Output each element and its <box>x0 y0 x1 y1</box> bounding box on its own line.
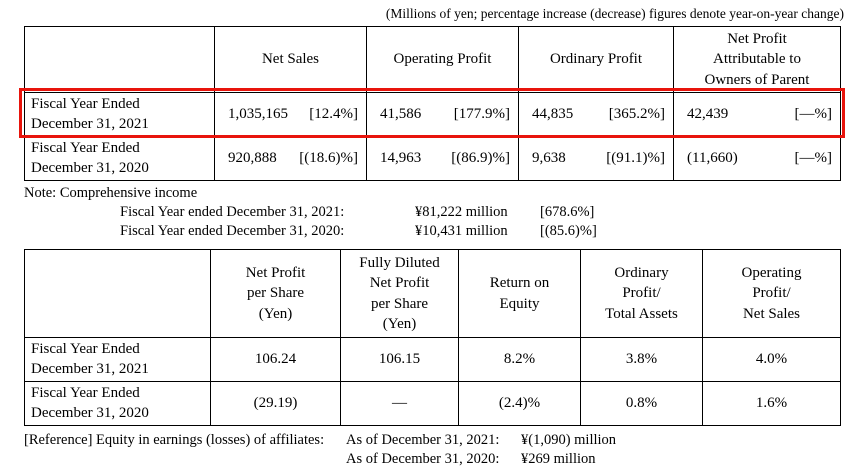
reference-2020-asof: As of December 31, 2020: <box>346 451 500 467</box>
value-pct-pair: 42,439 [—%] <box>674 106 840 123</box>
fy2021-eps: 106.24 <box>210 337 341 382</box>
comprehensive-income-note: Note: Comprehensive income Fiscal Year e… <box>24 184 854 241</box>
fy2020-operating-margin: 1.6% <box>702 381 841 426</box>
value-pct-pair: 41,586 [177.9%] <box>367 106 518 123</box>
fy2020-ordinary-profit-to-assets: 0.8% <box>580 381 703 426</box>
fy2020-eps: (29.19) <box>210 381 341 426</box>
table2-header-row: Net Profit per Share (Yen) Fully Diluted… <box>24 249 841 338</box>
reference-2020-amount: ¥269 million <box>521 451 596 467</box>
cell-fy2021-operating-profit: 41,586 [177.9%] <box>366 92 519 137</box>
fy2021-ordinary-profit-value: 44,835 <box>532 106 574 122</box>
note-2020-yoy: [(85.6)%] <box>540 223 597 239</box>
reference-section: [Reference] Equity in earnings (losses) … <box>24 431 854 468</box>
value-pct-pair: 44,835 [365.2%] <box>519 106 673 123</box>
fy2020-operating-profit-value: 14,963 <box>380 150 422 166</box>
header-net-profit-per-share: Net Profit per Share (Yen) <box>210 249 341 338</box>
reference-2021-asof: As of December 31, 2021: <box>346 432 500 448</box>
row-label-fy2021: Fiscal Year Ended December 31, 2021 <box>24 337 211 382</box>
fy2021-operating-margin: 4.0% <box>702 337 841 382</box>
fy2021-operating-profit-yoy: [177.9%] <box>453 106 510 122</box>
fy2020-net-sales-yoy: [(18.6)%] <box>299 150 358 166</box>
reference-line-2021: [Reference] Equity in earnings (losses) … <box>24 431 854 450</box>
header-return-on-equity: Return on Equity <box>458 249 581 338</box>
note-2021-label: Fiscal Year ended December 31, 2021: <box>120 204 345 220</box>
row-label-fy2020: Fiscal Year Ended December 31, 2020 <box>24 381 211 426</box>
value-pct-pair: 14,963 [(86.9)%] <box>367 150 518 167</box>
header-ordinary-profit: Ordinary Profit <box>518 26 674 93</box>
fy2020-operating-profit-yoy: [(86.9)%] <box>451 150 510 166</box>
fy2021-ordinary-profit-yoy: [365.2%] <box>608 106 665 122</box>
note-2021-amount: ¥81,222 million <box>415 204 508 220</box>
header-operating-profit: Operating Profit <box>366 26 519 93</box>
cell-fy2020-net-sales: 920,888 [(18.6)%] <box>214 136 367 181</box>
cell-fy2020-operating-profit: 14,963 [(86.9)%] <box>366 136 519 181</box>
table2-row-fy2020: Fiscal Year Ended December 31, 2020 (29.… <box>24 381 841 426</box>
value-pct-pair: 1,035,165 [12.4%] <box>215 106 366 123</box>
note-title: Note: Comprehensive income <box>24 185 198 201</box>
fy2020-net-profit-yoy: [—%] <box>794 150 833 166</box>
value-pct-pair: (11,660) [—%] <box>674 150 840 167</box>
fy2021-ordinary-profit-to-assets: 3.8% <box>580 337 703 382</box>
reference-2021-amount: ¥(1,090) million <box>521 432 617 448</box>
reference-label: [Reference] Equity in earnings (losses) … <box>24 432 325 448</box>
fy2020-net-profit-value: (11,660) <box>687 150 738 166</box>
header-net-sales: Net Sales <box>214 26 367 93</box>
fy2020-ordinary-profit-yoy: [(91.1)%] <box>606 150 665 166</box>
row-label-fy2021: Fiscal Year Ended December 31, 2021 <box>24 92 215 137</box>
table2-corner-cell <box>24 249 211 338</box>
fy2021-net-sales-value: 1,035,165 <box>228 106 288 122</box>
table-row-fy2020: Fiscal Year Ended December 31, 2020 920,… <box>24 136 841 181</box>
fy2020-ordinary-profit-value: 9,638 <box>532 150 566 166</box>
fy2021-net-profit-yoy: [—%] <box>794 106 833 122</box>
table1-corner-cell <box>24 26 215 93</box>
results-table-section: Net Sales Operating Profit Ordinary Prof… <box>19 26 845 181</box>
header-ordinary-profit-total-assets: Ordinary Profit/ Total Assets <box>580 249 703 338</box>
value-pct-pair: 9,638 [(91.1)%] <box>519 150 673 167</box>
note-2020-amount: ¥10,431 million <box>415 223 508 239</box>
fy2021-diluted-eps: 106.15 <box>340 337 459 382</box>
cell-fy2021-net-sales: 1,035,165 [12.4%] <box>214 92 367 137</box>
fy2021-net-sales-yoy: [12.4%] <box>309 106 358 122</box>
row-label-fy2020: Fiscal Year Ended December 31, 2020 <box>24 136 215 181</box>
note-line-2020: Fiscal Year ended December 31, 2020: ¥10… <box>120 222 854 241</box>
cell-fy2021-ordinary-profit: 44,835 [365.2%] <box>518 92 674 137</box>
reference-label-spacer <box>24 450 346 468</box>
note-2020-label: Fiscal Year ended December 31, 2020: <box>120 223 345 239</box>
cell-fy2020-net-profit: (11,660) [—%] <box>673 136 841 181</box>
fy2020-net-sales-value: 920,888 <box>228 150 277 166</box>
units-note: (Millions of yen; percentage increase (d… <box>385 6 844 21</box>
fy2020-roe: (2.4)% <box>458 381 581 426</box>
financial-results-table: Net Sales Operating Profit Ordinary Prof… <box>24 26 841 181</box>
cell-fy2021-net-profit: 42,439 [—%] <box>673 92 841 137</box>
note-line-2021: Fiscal Year ended December 31, 2021: ¥81… <box>120 203 854 222</box>
cell-fy2020-ordinary-profit: 9,638 [(91.1)%] <box>518 136 674 181</box>
fy2021-roe: 8.2% <box>458 337 581 382</box>
table1-header-row: Net Sales Operating Profit Ordinary Prof… <box>24 26 841 93</box>
fy2021-operating-profit-value: 41,586 <box>380 106 422 122</box>
reference-line-2020: As of December 31, 2020: ¥269 million <box>24 450 854 468</box>
table2-row-fy2021: Fiscal Year Ended December 31, 2021 106.… <box>24 337 841 382</box>
fy2020-diluted-eps: — <box>340 381 459 426</box>
fy2021-net-profit-value: 42,439 <box>687 106 729 122</box>
ratios-table-section: Net Profit per Share (Yen) Fully Diluted… <box>24 249 841 426</box>
note-2021-yoy: [678.6%] <box>540 204 595 220</box>
header-operating-profit-net-sales: Operating Profit/ Net Sales <box>702 249 841 338</box>
ratios-table: Net Profit per Share (Yen) Fully Diluted… <box>24 249 841 426</box>
header-diluted-net-profit-per-share: Fully Diluted Net Profit per Share (Yen) <box>340 249 459 338</box>
value-pct-pair: 920,888 [(18.6)%] <box>215 150 366 167</box>
table-row-fy2021: Fiscal Year Ended December 31, 2021 1,03… <box>24 92 841 137</box>
header-net-profit-attributable: Net Profit Attributable to Owners of Par… <box>673 26 841 93</box>
